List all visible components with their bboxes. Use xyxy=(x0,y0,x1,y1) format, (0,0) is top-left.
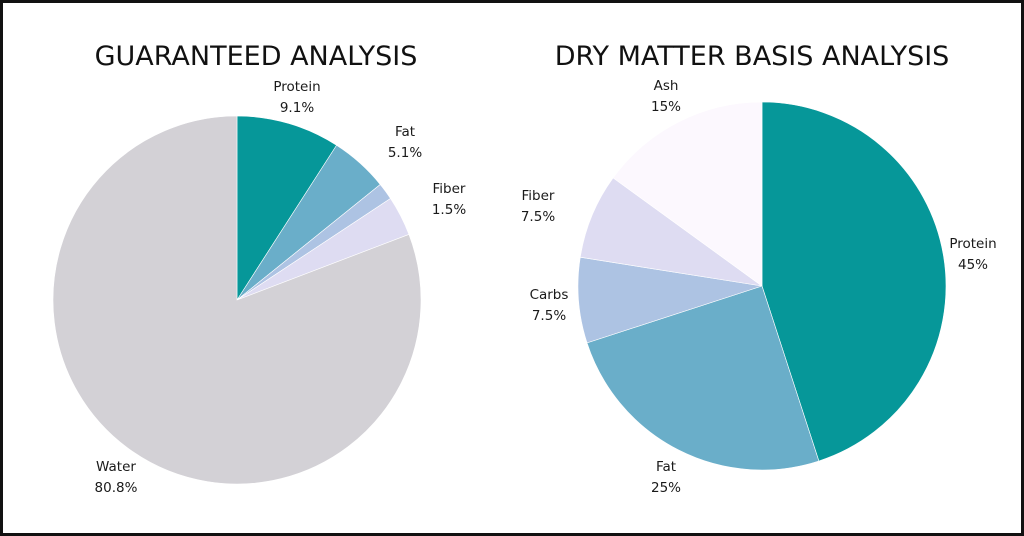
pie-slice-water xyxy=(52,115,422,485)
slice-label-fiber: Fiber xyxy=(522,188,555,204)
pie-slice-fat xyxy=(586,285,820,471)
slice-label-carbs: Carbs xyxy=(530,287,569,303)
pie-guaranteed-analysis: Protein 9.1% Fat 5.1% Fiber 1.5% Water 80.8% xyxy=(52,79,466,496)
slice-label-protein: Protein xyxy=(949,236,996,252)
pie-slice-ash xyxy=(612,101,763,287)
slice-label-fat: Fat xyxy=(656,459,676,475)
slice-label-water: Water xyxy=(96,459,136,475)
slice-label-fat: Fat xyxy=(395,124,415,140)
slice-value-ash: 15% xyxy=(651,99,681,115)
slice-value-water: 80.8% xyxy=(95,480,138,496)
slice-value-carbs: 7.5% xyxy=(532,308,566,324)
slice-value-fat: 5.1% xyxy=(388,145,422,161)
slice-label-fiber: Fiber xyxy=(433,181,466,197)
slice-value-fiber: 7.5% xyxy=(521,209,555,225)
chart-title-guaranteed: GUARANTEED ANALYSIS xyxy=(95,41,418,72)
pie-dry-matter-analysis: Protein 45% Fat 25% Carbs 7.5% Fiber 7.5% Ash 15% xyxy=(521,78,997,496)
chart-title-dry-matter: DRY MATTER BASIS ANALYSIS xyxy=(555,41,950,72)
slice-value-fiber: 1.5% xyxy=(432,202,466,218)
pie-slice-protein xyxy=(236,115,337,302)
slice-value-protein: 45% xyxy=(958,257,988,273)
slice-label-ash: Ash xyxy=(654,78,679,94)
slice-value-protein: 9.1% xyxy=(280,100,314,116)
slice-label-protein: Protein xyxy=(273,79,320,95)
pie-slice-protein xyxy=(761,101,947,462)
slice-value-fat: 25% xyxy=(651,480,681,496)
